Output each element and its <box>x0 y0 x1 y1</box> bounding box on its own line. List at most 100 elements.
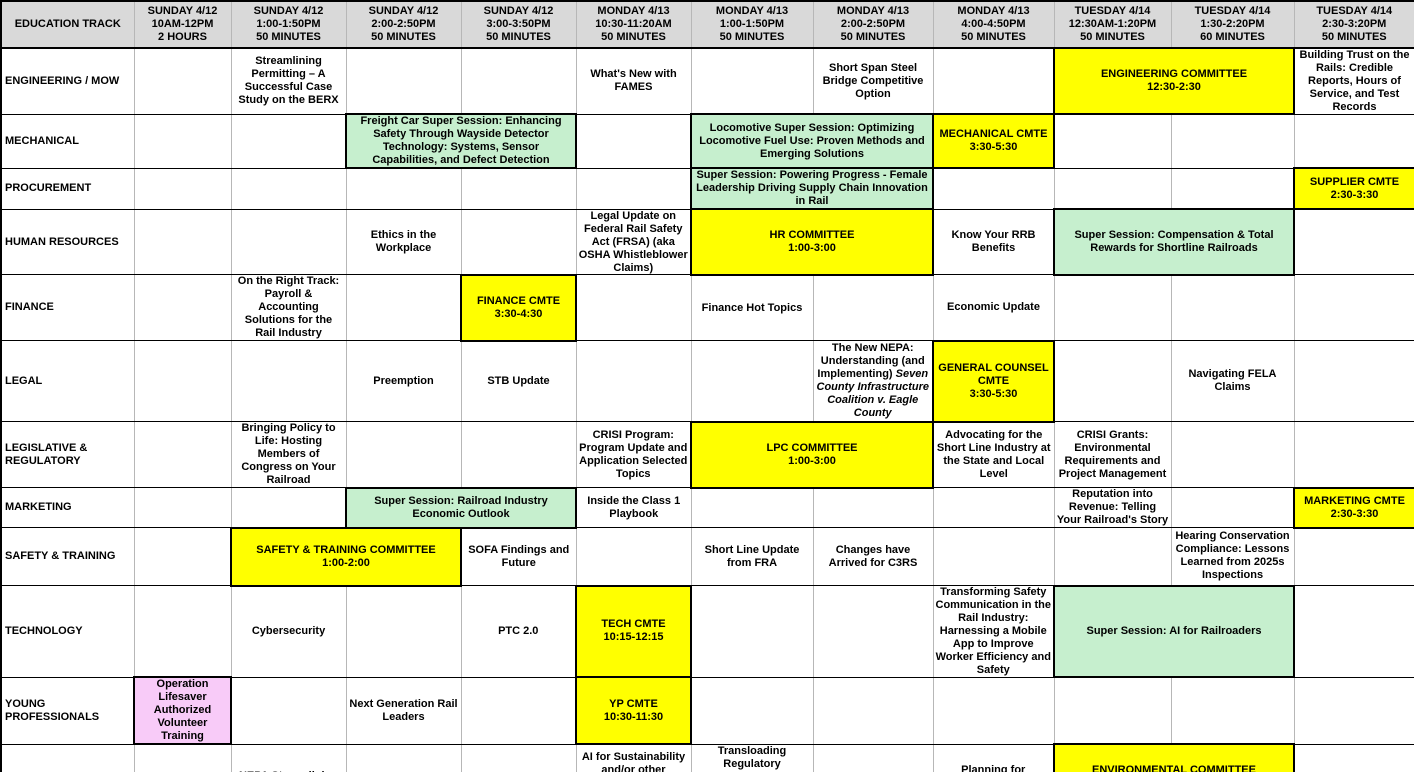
empty-cell[interactable] <box>575 113 692 169</box>
empty-cell[interactable] <box>932 167 1055 210</box>
committee-cell[interactable]: ENGINEERING COMMITTEE 12:30-2:30 <box>1053 46 1295 116</box>
session-cell[interactable]: The New NEPA: Understanding (and Impleme… <box>812 340 934 423</box>
session-cell[interactable]: Legal Update on Federal Rail Safety Act … <box>575 208 692 276</box>
empty-cell[interactable] <box>1293 421 1414 489</box>
session-cell[interactable]: CRISI Grants: Environmental Requirements… <box>1053 421 1172 489</box>
session-cell[interactable]: Transforming Safety Communication in the… <box>932 585 1055 678</box>
session-cell[interactable]: Know Your RRB Benefits <box>932 208 1055 276</box>
session-cell[interactable]: Cybersecurity <box>230 585 347 678</box>
super-session-cell[interactable]: Super Session: Railroad Industry Economi… <box>345 486 577 529</box>
empty-cell[interactable] <box>133 113 232 169</box>
empty-cell[interactable] <box>932 47 1055 115</box>
super-session-cell[interactable]: Operation Lifesaver Authorized Volunteer… <box>133 676 232 746</box>
session-cell[interactable]: SOFA Findings and Future <box>460 527 577 587</box>
committee-cell[interactable]: HR COMMITTEE 1:00-3:00 <box>690 208 934 276</box>
empty-cell[interactable] <box>345 274 462 342</box>
committee-cell[interactable]: FINANCE CMTE 3:30-4:30 <box>460 273 577 342</box>
empty-cell[interactable] <box>812 676 934 745</box>
empty-cell[interactable] <box>1293 274 1414 342</box>
session-cell[interactable]: Short Line Update from FRA <box>690 527 814 587</box>
session-cell[interactable]: PTC 2.0 <box>460 585 577 678</box>
committee-cell[interactable]: GENERAL COUNSEL CMTE 3:30-5:30 <box>932 339 1055 423</box>
committee-cell[interactable]: YP CMTE 10:30-11:30 <box>575 676 692 746</box>
committee-cell[interactable]: LPC COMMITTEE 1:00-3:00 <box>690 420 934 489</box>
session-cell[interactable]: Hearing Conservation Compliance: Lessons… <box>1170 527 1295 587</box>
empty-cell[interactable] <box>690 47 814 115</box>
session-cell[interactable]: AI for Sustainability and/or other Envir… <box>575 743 692 772</box>
empty-cell[interactable] <box>1170 676 1295 745</box>
session-cell[interactable]: Bringing Policy to Life: Hosting Members… <box>230 421 347 489</box>
session-cell[interactable]: NEPA Streamlining <box>230 743 347 772</box>
empty-cell[interactable] <box>133 487 232 529</box>
empty-cell[interactable] <box>133 47 232 115</box>
super-session-cell[interactable]: Super Session: AI for Railroaders <box>1053 584 1295 679</box>
session-cell[interactable]: Reputation into Revenue: Telling Your Ra… <box>1053 487 1172 529</box>
empty-cell[interactable] <box>812 274 934 342</box>
session-cell[interactable]: Changes have Arrived for C3RS <box>812 527 934 587</box>
session-cell[interactable]: Next Generation Rail Leaders <box>345 676 462 745</box>
session-cell[interactable]: CRISI Program: Program Update and Applic… <box>575 421 692 489</box>
session-cell[interactable]: Planning for Resiliency <box>932 743 1055 772</box>
empty-cell[interactable] <box>133 167 232 210</box>
empty-cell[interactable] <box>460 676 577 745</box>
empty-cell[interactable] <box>575 340 692 423</box>
committee-cell[interactable]: SUPPLIER CMTE 2:30-3:30 <box>1293 167 1414 211</box>
empty-cell[interactable] <box>690 487 814 529</box>
empty-cell[interactable] <box>1053 676 1172 745</box>
session-cell[interactable]: Streamlining Permitting – A Successful C… <box>230 47 347 115</box>
empty-cell[interactable] <box>1053 274 1172 342</box>
session-cell[interactable]: Preemption <box>345 340 462 423</box>
super-session-cell[interactable]: Freight Car Super Session: Enhancing Saf… <box>345 113 577 170</box>
super-session-cell[interactable]: Locomotive Super Session: Optimizing Loc… <box>690 113 934 170</box>
empty-cell[interactable] <box>1170 274 1295 342</box>
committee-cell[interactable]: SAFETY & TRAINING COMMITTEE 1:00-2:00 <box>230 526 462 587</box>
session-cell[interactable]: STB Update <box>460 340 577 423</box>
empty-cell[interactable] <box>230 167 347 210</box>
empty-cell[interactable] <box>460 47 577 115</box>
empty-cell[interactable] <box>1053 167 1172 210</box>
empty-cell[interactable] <box>133 274 232 342</box>
empty-cell[interactable] <box>460 743 577 772</box>
session-cell[interactable]: Finance Hot Topics <box>690 274 814 342</box>
committee-cell[interactable]: MARKETING CMTE 2:30-3:30 <box>1293 486 1414 529</box>
session-cell[interactable]: Advocating for the Short Line Industry a… <box>932 421 1055 489</box>
super-session-cell[interactable]: Super Session: Powering Progress - Femal… <box>690 167 934 211</box>
empty-cell[interactable] <box>133 527 232 587</box>
session-cell[interactable]: Transloading Regulatory Jurisdiction – D… <box>690 743 814 772</box>
empty-cell[interactable] <box>230 676 347 745</box>
empty-cell[interactable] <box>812 585 934 678</box>
empty-cell[interactable] <box>932 527 1055 587</box>
session-cell[interactable]: Ethics in the Workplace <box>345 208 462 276</box>
session-cell[interactable]: Building Trust on the Rails: Credible Re… <box>1293 47 1414 115</box>
empty-cell[interactable] <box>690 585 814 678</box>
empty-cell[interactable] <box>1293 340 1414 423</box>
empty-cell[interactable] <box>812 487 934 529</box>
empty-cell[interactable] <box>133 421 232 489</box>
empty-cell[interactable] <box>345 585 462 678</box>
empty-cell[interactable] <box>230 208 347 276</box>
committee-cell[interactable]: MECHANICAL CMTE 3:30-5:30 <box>932 113 1055 170</box>
empty-cell[interactable] <box>1293 208 1414 276</box>
empty-cell[interactable] <box>133 743 232 772</box>
empty-cell[interactable] <box>345 47 462 115</box>
empty-cell[interactable] <box>575 167 692 210</box>
empty-cell[interactable] <box>1170 113 1295 169</box>
super-session-cell[interactable]: Super Session: Compensation & Total Rewa… <box>1053 208 1295 276</box>
empty-cell[interactable] <box>345 167 462 210</box>
empty-cell[interactable] <box>1170 487 1295 529</box>
committee-cell[interactable]: TECH CMTE 10:15-12:15 <box>575 584 692 679</box>
empty-cell[interactable] <box>345 743 462 772</box>
empty-cell[interactable] <box>690 340 814 423</box>
empty-cell[interactable] <box>1293 743 1414 772</box>
session-cell[interactable]: Navigating FELA Claims <box>1170 340 1295 423</box>
empty-cell[interactable] <box>932 487 1055 529</box>
empty-cell[interactable] <box>133 585 232 678</box>
empty-cell[interactable] <box>460 167 577 210</box>
empty-cell[interactable] <box>1170 167 1295 210</box>
empty-cell[interactable] <box>345 421 462 489</box>
empty-cell[interactable] <box>133 208 232 276</box>
empty-cell[interactable] <box>1053 340 1172 423</box>
empty-cell[interactable] <box>812 743 934 772</box>
empty-cell[interactable] <box>230 340 347 423</box>
